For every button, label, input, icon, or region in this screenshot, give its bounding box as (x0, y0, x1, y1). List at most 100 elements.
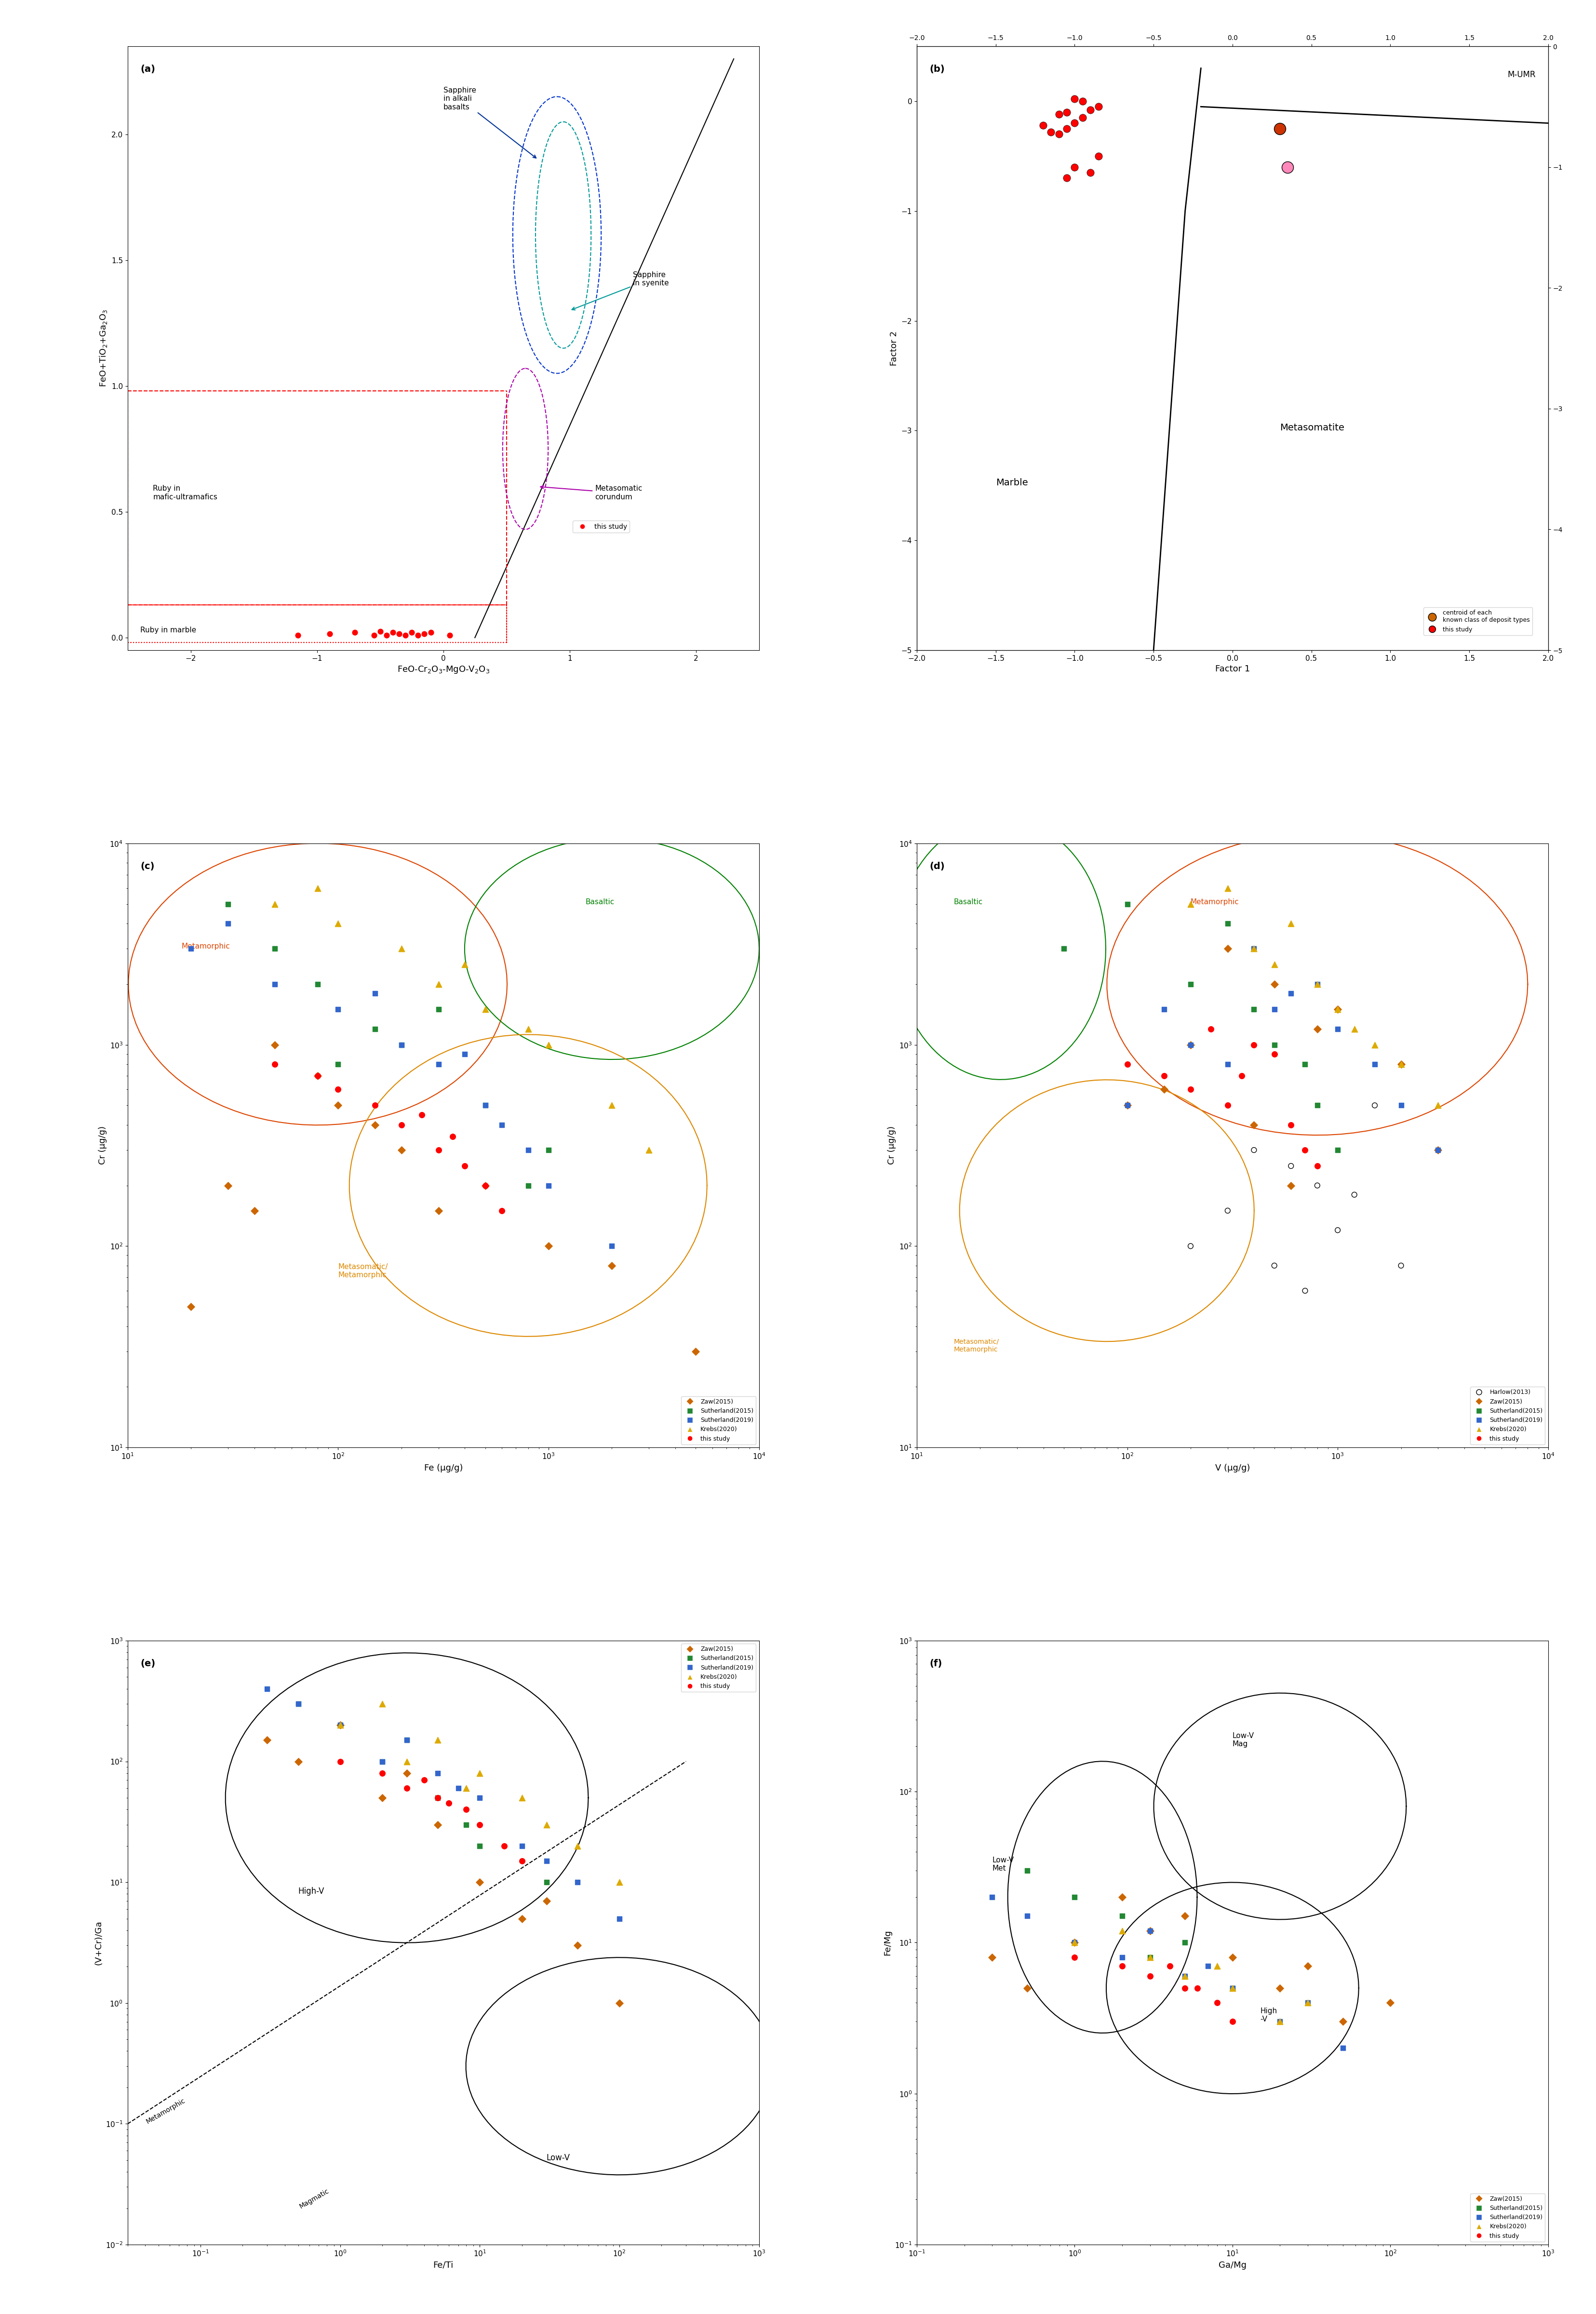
Point (394, 1754, 420, 1791)
Text: Marble: Marble (996, 479, 1028, 488)
Point (215, 905, 241, 942)
Point (370, 1779, 396, 1816)
Text: Metasomatite: Metasomatite (1280, 423, 1344, 433)
Point (1061, 104, 1087, 141)
Point (1171, 1958, 1197, 1995)
Point (1109, 1948, 1135, 1985)
Point (1178, 1027, 1203, 1064)
X-axis label: V (μg/g): V (μg/g) (1215, 1465, 1250, 1472)
Point (533, 1842, 559, 1879)
Point (1304, 1011, 1329, 1048)
Point (1304, 1166, 1329, 1203)
Point (389, 1132, 415, 1169)
Point (1045, 95, 1071, 132)
Point (1361, 1027, 1387, 1064)
Point (373, 616, 399, 653)
Point (254, 1722, 279, 1759)
Text: Low-V
Mag: Low-V Mag (1232, 1731, 1254, 1747)
Point (1242, 930, 1267, 967)
Point (1015, 1969, 1041, 2006)
Point (1199, 1011, 1224, 1048)
Point (516, 1011, 541, 1048)
Point (367, 613, 393, 650)
Point (1219, 1969, 1245, 2006)
Point (215, 1166, 241, 1203)
Point (440, 1118, 466, 1155)
Point (1242, 1027, 1267, 1064)
Point (1342, 1176, 1368, 1213)
X-axis label: FeO-Cr$_2$O$_3$-MgO-V$_2$O$_3$: FeO-Cr$_2$O$_3$-MgO-V$_2$O$_3$ (397, 664, 490, 676)
Text: (c): (c) (140, 861, 155, 870)
Point (1261, 1247, 1286, 1284)
Text: Sapphire
in syenite: Sapphire in syenite (571, 271, 669, 310)
Point (370, 1742, 396, 1779)
Point (683, 1333, 709, 1370)
Point (305, 1057, 330, 1095)
Point (1278, 1106, 1304, 1143)
Point (533, 1863, 559, 1900)
Point (412, 1761, 437, 1798)
Point (370, 1685, 396, 1722)
Point (179, 930, 204, 967)
Point (1015, 1897, 1041, 1935)
Point (1171, 1897, 1197, 1935)
Point (565, 1828, 591, 1865)
Point (1114, 1088, 1140, 1125)
Point (472, 1166, 498, 1203)
Point (412, 616, 437, 653)
Point (1138, 1939, 1163, 1976)
Legend: Zaw(2015), Sutherland(2015), Sutherland(2019), Krebs(2020), this study: Zaw(2015), Sutherland(2015), Sutherland(… (1470, 2194, 1545, 2242)
Point (426, 1132, 452, 1169)
Point (1267, 2004, 1293, 2041)
Point (1325, 990, 1350, 1027)
Point (262, 1046, 287, 1083)
Point (1219, 1969, 1245, 2006)
Point (389, 1027, 415, 1064)
Point (362, 1011, 388, 1048)
Legend: Harlow(2013), Zaw(2015), Sutherland(2015), Sutherland(2019), Krebs(2020), this s: Harlow(2013), Zaw(2015), Sutherland(2015… (1470, 1386, 1545, 1444)
Point (389, 930, 415, 967)
Text: Metasomatic/
Metamorphic: Metasomatic/ Metamorphic (954, 1337, 999, 1354)
Point (468, 1828, 493, 1865)
Point (1342, 1011, 1368, 1048)
Point (1085, 137, 1111, 174)
Text: M-UMR: M-UMR (1507, 69, 1535, 79)
Point (533, 1881, 559, 1918)
Point (453, 1770, 479, 1807)
Point (468, 1863, 493, 1900)
Point (565, 1863, 591, 1900)
Point (327, 1705, 353, 1742)
Point (1389, 1088, 1414, 1125)
Point (1061, 1939, 1087, 1976)
Point (637, 1132, 662, 1169)
Text: (f): (f) (929, 1659, 942, 1668)
Point (1425, 1132, 1451, 1169)
Point (326, 905, 351, 942)
Point (536, 1027, 562, 1064)
Text: Metamorphic: Metamorphic (1191, 898, 1238, 905)
Point (262, 930, 287, 967)
Text: Sapphire
in alkali
basalts: Sapphire in alkali basalts (444, 86, 536, 157)
Point (1037, 113, 1063, 150)
Point (1389, 1247, 1414, 1284)
Point (1171, 1969, 1197, 2006)
Point (472, 1088, 498, 1125)
Point (1389, 1046, 1414, 1083)
Point (318, 616, 343, 653)
Point (1152, 990, 1178, 1027)
Point (1109, 1911, 1135, 1948)
Point (1178, 1226, 1203, 1263)
Point (1178, 1027, 1203, 1064)
Point (327, 1742, 353, 1779)
Point (1219, 2004, 1245, 2041)
Text: (d): (d) (929, 861, 945, 870)
Point (1061, 1925, 1087, 1962)
Point (453, 1807, 479, 1844)
X-axis label: Fe (μg/g): Fe (μg/g) (425, 1465, 463, 1472)
Point (1278, 974, 1304, 1011)
Point (1261, 1027, 1286, 1064)
Point (509, 1900, 535, 1937)
Point (254, 1671, 279, 1708)
Text: Low-V
Met: Low-V Met (993, 1856, 1013, 1872)
Point (1178, 965, 1203, 1002)
